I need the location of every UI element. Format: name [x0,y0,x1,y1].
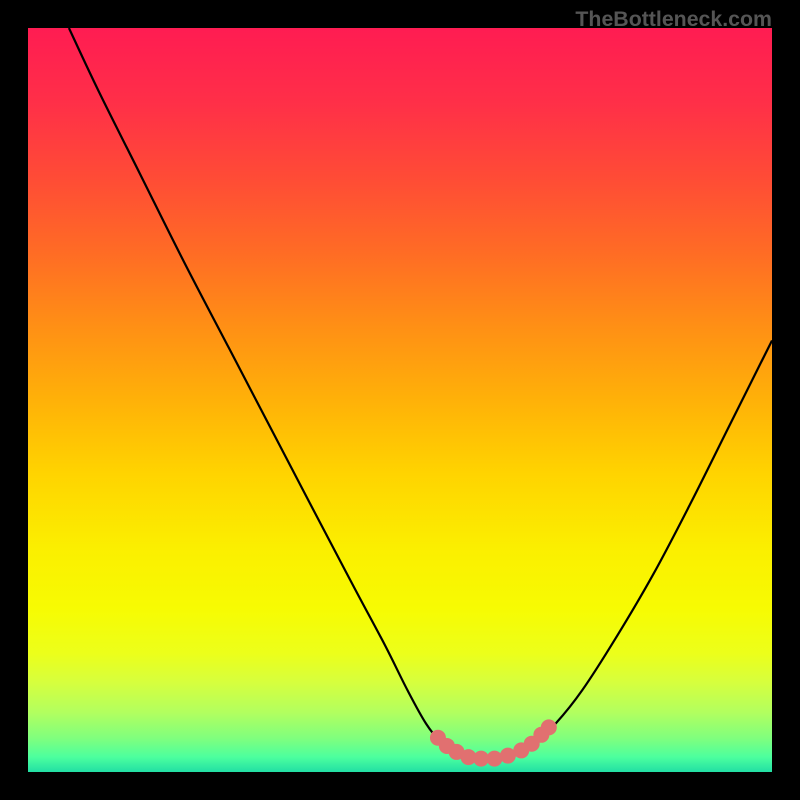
gradient-background [28,28,772,772]
plot-area [28,28,772,772]
chart-canvas: TheBottleneck.com [0,0,800,800]
watermark-text: TheBottleneck.com [575,7,772,32]
